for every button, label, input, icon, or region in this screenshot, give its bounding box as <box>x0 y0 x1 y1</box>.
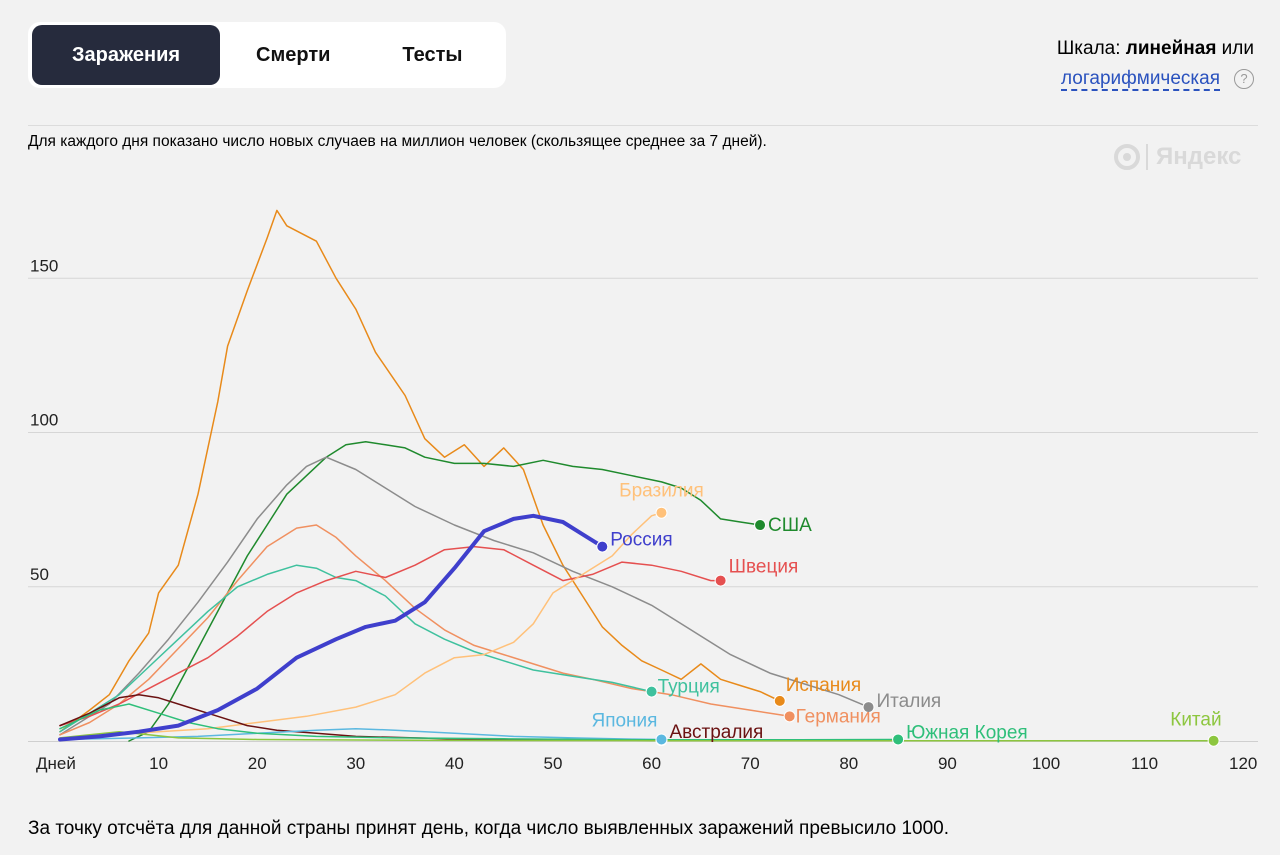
series-line <box>59 727 663 741</box>
scale-or: или <box>1216 38 1254 59</box>
series-line <box>59 545 722 727</box>
x-tick-label: 50 <box>544 754 563 773</box>
y-tick-label: 150 <box>30 256 58 275</box>
y-tick-label: 100 <box>30 411 58 430</box>
series-end-marker <box>655 506 668 519</box>
series-line <box>128 441 761 742</box>
series-end-marker <box>862 701 875 714</box>
series-end-marker <box>754 519 767 532</box>
divider <box>28 125 1258 126</box>
series-label: Китай <box>1170 710 1221 731</box>
series-line <box>59 456 870 736</box>
scale-line-2: логарифмическая? <box>1057 64 1254 94</box>
logo-text: Яндекс <box>1156 143 1242 170</box>
scale-line: Шкала: линейная или <box>1057 34 1254 64</box>
scale-prefix: Шкала: <box>1056 38 1126 59</box>
series-end-marker <box>892 733 905 746</box>
x-tick-label: 90 <box>938 754 957 773</box>
tab-tests[interactable]: Тесты <box>402 43 463 66</box>
x-tick-label: 110 <box>1131 754 1158 773</box>
yandex-logo-icon <box>1114 144 1140 170</box>
x-tick-label: 120 <box>1229 754 1257 773</box>
chart-description: Для каждого дня показано число новых слу… <box>28 133 767 150</box>
series-line <box>58 513 605 742</box>
yandex-logo: Яндекс <box>1114 143 1241 171</box>
series-label: Испания <box>786 675 861 696</box>
series-line <box>59 703 899 741</box>
series-line <box>59 209 781 733</box>
x-axis-label: Дней <box>36 754 76 773</box>
x-tick-label: 100 <box>1032 754 1060 773</box>
series-label: Турция <box>658 677 720 698</box>
series-label: Швеция <box>729 557 799 578</box>
series-label: США <box>768 515 812 536</box>
x-tick-label: 60 <box>642 754 661 773</box>
series-end-marker <box>655 733 668 746</box>
series-end-marker <box>645 685 658 698</box>
series-label: Германия <box>796 706 881 727</box>
series-end-marker <box>1207 734 1220 747</box>
scale-log-link[interactable]: логарифмическая <box>1061 68 1220 91</box>
series-end-marker <box>714 574 727 587</box>
series-label: Южная Корея <box>906 722 1028 743</box>
footnote: За точку отсчёта для данной страны приня… <box>28 818 950 839</box>
x-tick-label: 80 <box>839 754 858 773</box>
series-line <box>59 524 791 736</box>
x-tick-label: 70 <box>741 754 760 773</box>
series-label: Бразилия <box>619 481 704 502</box>
tab-infections[interactable]: Заражения <box>32 25 220 85</box>
scale-linear-option[interactable]: линейная <box>1125 38 1217 59</box>
series-line <box>59 730 1215 742</box>
x-tick-label: 10 <box>149 754 168 773</box>
series-label: Италия <box>877 691 942 712</box>
series-label: Австралия <box>669 722 763 743</box>
metric-tabs: Заражения Смерти Тесты <box>28 22 506 88</box>
tab-deaths[interactable]: Смерти <box>256 43 331 66</box>
y-tick-label: 50 <box>30 565 49 584</box>
help-icon[interactable]: ? <box>1234 68 1254 89</box>
x-tick-label: 20 <box>248 754 267 773</box>
series-end-marker <box>773 694 786 707</box>
series-label: Япония <box>591 710 657 731</box>
x-tick-label: 30 <box>346 754 365 773</box>
series-line <box>59 693 663 741</box>
x-tick-label: 40 <box>445 754 464 773</box>
series-end-marker <box>596 540 609 553</box>
logo-divider <box>1146 144 1148 170</box>
series-end-marker <box>783 710 796 723</box>
scale-switcher: Шкала: линейная или логарифмическая? <box>1057 34 1254 94</box>
series-label: Россия <box>610 530 672 551</box>
